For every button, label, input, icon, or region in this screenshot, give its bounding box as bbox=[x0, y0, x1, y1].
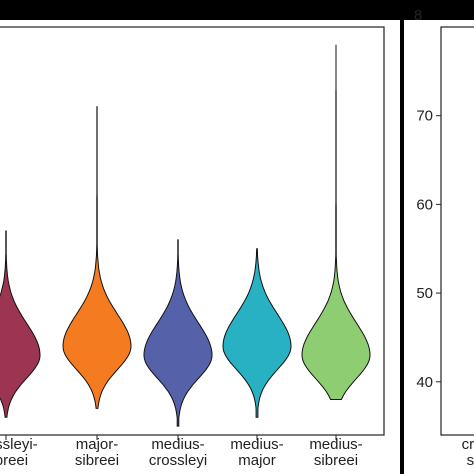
x-tick-label-major-sibreei: major-sibreei bbox=[75, 436, 119, 469]
violin-medius-crossleyi bbox=[143, 239, 213, 427]
left-panel-background bbox=[0, 20, 400, 474]
x-tick-label-crossleyi-sibreei: crossleyi-sibreei bbox=[0, 436, 38, 469]
violin-medius-sibreei bbox=[301, 44, 371, 400]
left-x-ticks bbox=[5, 435, 337, 440]
x-tick-label-medius-major: medius-major bbox=[230, 436, 283, 469]
right-y-tick-label-60: 60 bbox=[416, 196, 433, 213]
right-plot-frame bbox=[440, 26, 474, 436]
right-x-tick-label-crossleyi-sibreei: crosi bbox=[462, 436, 474, 469]
right-y-ticks bbox=[436, 115, 441, 383]
right-y-tick-label-70: 70 bbox=[416, 108, 433, 125]
left-panel: crossleyi-sibreei major-sibreei medius-cro… bbox=[0, 20, 400, 474]
x-tick-label-medius-crossleyi: medius-crossleyi bbox=[149, 436, 207, 469]
x-tick-label-medius-sibreei: medius-sibreei bbox=[309, 436, 362, 469]
right-panel: 8 40 50 60 70 crosi bbox=[404, 7, 474, 474]
right-x-tick-labels: crosi bbox=[462, 436, 474, 469]
left-x-axis bbox=[5, 435, 337, 440]
violins bbox=[0, 44, 371, 427]
violin-crossleyi-sibreei bbox=[0, 230, 41, 418]
violin-major-sibreei bbox=[62, 106, 132, 409]
right-y-tick-labels: 40 50 60 70 bbox=[416, 108, 433, 391]
violin-medius-major bbox=[222, 248, 292, 418]
right-y-tick-label-40: 40 bbox=[416, 374, 433, 391]
right-y-tick-label-50: 50 bbox=[416, 285, 433, 302]
left-x-tick-labels: crossleyi-sibreei major-sibreei medius-cro… bbox=[0, 436, 363, 469]
right-panel-background bbox=[404, 20, 474, 474]
left-plot-frame bbox=[0, 26, 385, 436]
right-top-tick-label: 8 bbox=[414, 7, 422, 24]
